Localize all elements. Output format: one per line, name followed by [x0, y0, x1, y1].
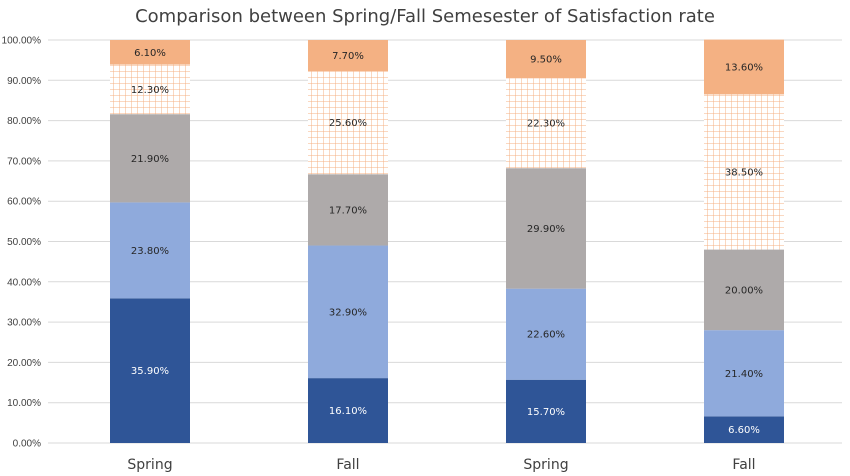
- data-label: 15.70%: [527, 407, 565, 418]
- data-labels: 35.90% 23.80% 21.90% 12.30% 6.10% 16.10% 32.90…: [131, 48, 763, 436]
- data-label: 9.50%: [530, 55, 562, 66]
- data-label: 6.10%: [134, 48, 166, 59]
- bar-segment: [704, 39, 784, 95]
- y-tick-label: 20.00%: [7, 358, 41, 369]
- y-tick-label: 80.00%: [7, 116, 41, 127]
- x-tick-label: Fall: [732, 457, 755, 473]
- y-tick-label: 40.00%: [7, 277, 41, 288]
- bar-segment: [308, 245, 388, 379]
- bar-segment: [506, 40, 586, 79]
- bar-segment: [308, 174, 388, 246]
- chart-title: Comparison between Spring/Fall Semeseste…: [135, 6, 715, 27]
- data-label: 12.30%: [131, 85, 169, 96]
- data-label: 35.90%: [131, 366, 169, 377]
- bar-segment: [506, 168, 586, 289]
- bar-segment: [704, 94, 784, 250]
- y-axis-ticks: 0.00% 10.00% 20.00% 30.00% 40.00% 50.00% 60.00…: [2, 36, 42, 450]
- data-label: 6.60%: [728, 425, 760, 436]
- y-tick-label: 60.00%: [7, 197, 41, 208]
- bars: [110, 39, 784, 443]
- data-label: 29.90%: [527, 224, 565, 235]
- y-tick-label: 30.00%: [7, 318, 41, 329]
- data-label: 20.00%: [725, 285, 763, 296]
- x-tick-label: Spring: [127, 457, 172, 473]
- bar-segment: [308, 378, 388, 443]
- bar-segment: [110, 64, 190, 115]
- y-tick-label: 10.00%: [7, 398, 41, 409]
- bar-segment: [308, 40, 388, 72]
- bar-segment: [110, 202, 190, 299]
- data-label: 22.60%: [527, 330, 565, 341]
- bar-segment: [110, 114, 190, 203]
- data-label: 23.80%: [131, 246, 169, 257]
- data-label: 13.60%: [725, 63, 763, 74]
- data-label: 22.30%: [527, 119, 565, 130]
- y-tick-label: 100.00%: [2, 36, 42, 47]
- bar-segment: [704, 330, 784, 417]
- bar-segment: [308, 71, 388, 175]
- data-label: 38.50%: [725, 167, 763, 178]
- bar-segment: [506, 379, 586, 443]
- x-tick-label: Fall: [336, 457, 359, 473]
- x-tick-label: Spring: [523, 457, 568, 473]
- bar-segment: [506, 288, 586, 380]
- data-label: 21.90%: [131, 154, 169, 165]
- data-label: 25.60%: [329, 118, 367, 129]
- bar-segment: [110, 298, 190, 443]
- data-label: 32.90%: [329, 307, 367, 318]
- x-axis-ticks: Spring Fall Spring Fall: [127, 457, 755, 473]
- y-tick-label: 90.00%: [7, 76, 41, 87]
- y-tick-label: 50.00%: [7, 237, 41, 248]
- y-tick-label: 0.00%: [13, 439, 41, 450]
- data-label: 17.70%: [329, 205, 367, 216]
- data-label: 21.40%: [725, 369, 763, 380]
- bar-segment: [506, 78, 586, 169]
- data-label: 7.70%: [332, 51, 364, 62]
- bar-segment: [704, 249, 784, 331]
- bar-segment: [704, 416, 784, 443]
- data-label: 16.10%: [329, 406, 367, 417]
- y-tick-label: 70.00%: [7, 156, 41, 167]
- bar-segment: [110, 40, 190, 65]
